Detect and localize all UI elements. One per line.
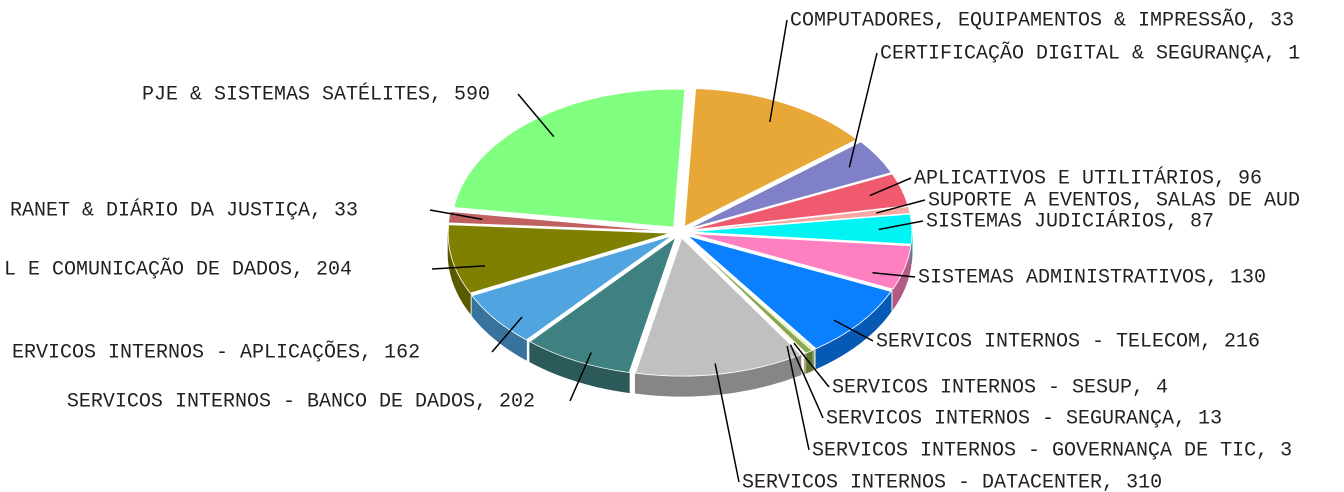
slice <box>684 88 858 228</box>
data-label: APLICATIVOS E UTILITÁRIOS, 96 <box>914 166 1262 190</box>
slice <box>471 235 673 341</box>
leader-line <box>569 352 592 402</box>
leader-line <box>769 19 788 122</box>
data-label: SERVICOS INTERNOS - BANCO DE DADOS, 202 <box>67 390 535 413</box>
slice <box>447 224 671 294</box>
leader-line <box>869 177 912 197</box>
leader-line <box>793 342 830 388</box>
leader-line <box>429 209 483 221</box>
leader-line <box>714 363 740 483</box>
data-label: SERVICOS INTERNOS - SEGURANÇA, 13 <box>826 407 1222 430</box>
slice <box>529 236 677 373</box>
slice <box>448 211 671 232</box>
slice <box>687 235 892 350</box>
leader-line <box>786 345 810 451</box>
leader-line <box>848 52 878 168</box>
data-label: SISTEMAS ADMINISTRATIVOS, 130 <box>918 266 1266 289</box>
slice <box>689 206 911 232</box>
data-label: COMPUTADORES, EQUIPAMENTOS & IMPRESSÃO, … <box>790 7 1294 32</box>
leader-line <box>878 220 924 231</box>
leader-line <box>833 319 874 342</box>
data-label: PJE & SISTEMAS SATÉLITES, 590 <box>142 82 490 106</box>
data-label: SUPORTE A EVENTOS, SALAS DE AUD <box>928 189 1300 212</box>
data-label: ERVICOS INTERNOS - APLICAÇÕES, 162 <box>12 339 420 364</box>
leader-line <box>491 316 523 353</box>
data-label: SERVICOS INTERNOS - SESUP, 4 <box>832 376 1168 399</box>
slice <box>689 173 909 231</box>
data-label: CERTIFICAÇÃO DIGITAL & SEGURANÇA, 1 <box>880 40 1300 65</box>
data-label: L E COMUNICAÇÃO DE DADOS, 204 <box>4 256 352 281</box>
data-label: SERVICOS INTERNOS - GOVERNANÇA DE TIC, 3 <box>812 439 1292 462</box>
data-label: SERVICOS INTERNOS - DATACENTER, 310 <box>742 471 1162 492</box>
data-label: RANET & DIÁRIO DA JUSTIÇA, 33 <box>10 198 358 222</box>
slice <box>689 213 913 245</box>
data-label: SERVICOS INTERNOS - TELECOM, 216 <box>876 330 1260 353</box>
slice <box>685 236 807 355</box>
leader-line <box>431 265 486 270</box>
leader-line <box>789 344 824 419</box>
slice <box>688 141 892 230</box>
leader-line <box>876 199 926 214</box>
tops <box>447 88 913 377</box>
leader-line <box>517 93 555 138</box>
data-label: SISTEMAS JUDICIÁRIOS, 87 <box>926 209 1214 233</box>
slice <box>453 88 686 228</box>
slice <box>689 233 912 290</box>
leader-line <box>872 271 916 278</box>
leaders <box>429 19 926 483</box>
